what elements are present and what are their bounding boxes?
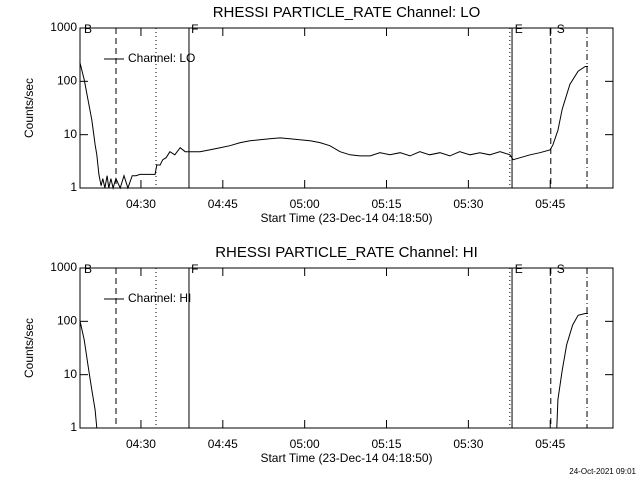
x-tick-label: 05:15 — [372, 197, 402, 211]
plot-frame — [79, 27, 614, 189]
y-tick-label: 1000 — [50, 260, 77, 274]
y-tick-label: 100 — [57, 314, 77, 328]
plot-frame — [79, 267, 614, 429]
flag-label: F — [191, 22, 198, 36]
y-axis-label: Counts/sec — [22, 78, 36, 138]
x-tick-label: 05:30 — [453, 197, 483, 211]
flag-label: S — [557, 262, 565, 276]
y-axis-label: Counts/sec — [22, 318, 36, 378]
legend-label: Channel: HI — [128, 291, 191, 305]
x-tick-label: 05:00 — [290, 437, 320, 451]
x-tick-label: 05:30 — [453, 437, 483, 451]
chart-title: RHESSI PARTICLE_RATE Channel: LO — [213, 4, 481, 21]
x-tick-label: 04:45 — [208, 197, 238, 211]
chart-title: RHESSI PARTICLE_RATE Channel: HI — [215, 244, 478, 261]
series-line — [79, 61, 588, 190]
series-line — [79, 313, 588, 429]
flag-label: E — [515, 262, 523, 276]
y-tick-label: 100 — [57, 74, 77, 88]
y-tick-label: 1 — [70, 420, 77, 434]
legend-label: Channel: LO — [128, 51, 195, 65]
flag-label: F — [191, 262, 198, 276]
y-tick-label: 10 — [64, 367, 78, 381]
x-tick-label: 05:00 — [290, 197, 320, 211]
x-tick-label: 04:30 — [126, 437, 156, 451]
x-tick-label: 04:45 — [208, 437, 238, 451]
flag-label: S — [557, 22, 565, 36]
y-tick-label: 1000 — [50, 20, 77, 34]
flag-label: E — [515, 22, 523, 36]
flag-label: B — [84, 22, 92, 36]
x-tick-label: 05:45 — [535, 197, 565, 211]
x-axis-label: Start Time (23-Dec-14 04:18:50) — [260, 211, 432, 225]
y-tick-label: 1 — [70, 180, 77, 194]
x-tick-label: 05:15 — [372, 437, 402, 451]
x-axis-label: Start Time (23-Dec-14 04:18:50) — [260, 451, 432, 465]
flag-label: B — [84, 262, 92, 276]
footer: 24-Oct-2021 09:01 — [569, 467, 636, 476]
x-tick-label: 05:45 — [535, 437, 565, 451]
x-tick-label: 04:30 — [126, 197, 156, 211]
y-tick-label: 10 — [64, 127, 78, 141]
